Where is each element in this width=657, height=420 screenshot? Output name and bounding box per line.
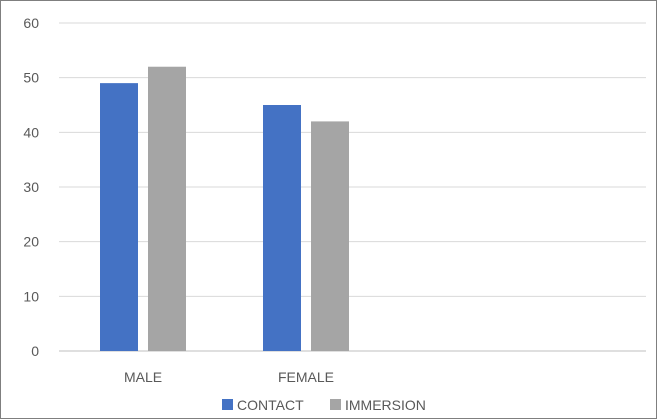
legend-label-contact: CONTACT [237, 397, 304, 413]
legend: CONTACT IMMERSION [222, 397, 426, 413]
bar-contact-female [263, 105, 301, 351]
gridlines [59, 22, 646, 352]
legend-swatch-immersion [330, 399, 341, 410]
bars [100, 66, 349, 352]
bar-contact-male [100, 83, 138, 351]
x-tick-label: MALE [124, 369, 162, 385]
y-axis-ticks: 0 10 20 30 40 50 60 [23, 15, 39, 359]
x-axis-ticks: MALE FEMALE [124, 369, 334, 385]
y-tick-label: 40 [23, 124, 39, 140]
legend-swatch-contact [222, 399, 233, 410]
bar-immersion-male [148, 66, 186, 351]
bar-immersion-female [311, 121, 349, 352]
y-tick-label: 20 [23, 234, 39, 250]
legend-label-immersion: IMMERSION [345, 397, 426, 413]
y-tick-label: 0 [31, 343, 39, 359]
y-tick-label: 30 [23, 179, 39, 195]
x-tick-label: FEMALE [278, 369, 334, 385]
y-tick-label: 10 [23, 288, 39, 304]
y-tick-label: 50 [23, 70, 39, 86]
y-tick-label: 60 [23, 15, 39, 31]
